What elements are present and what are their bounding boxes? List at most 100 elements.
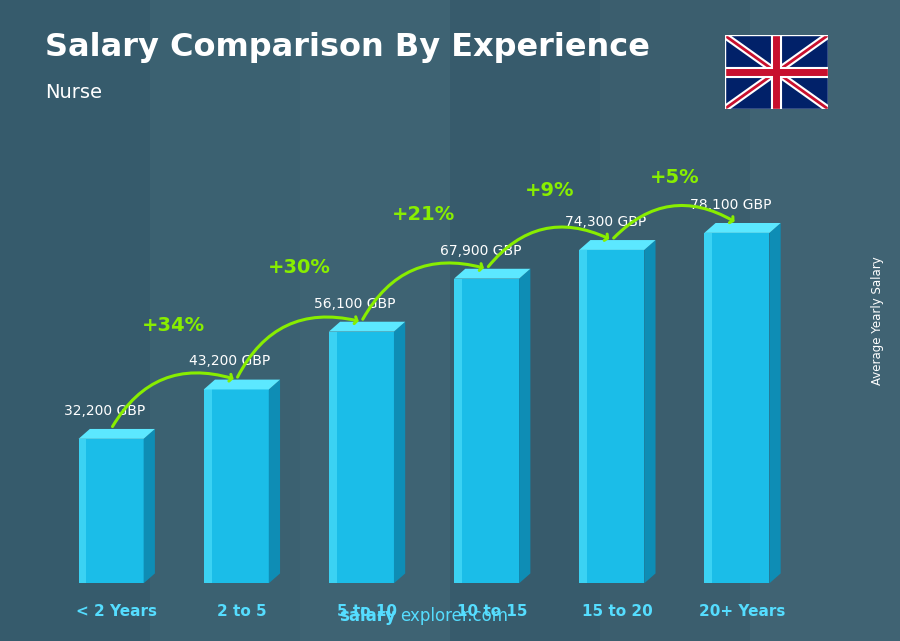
Bar bbox=[600, 250, 602, 583]
Bar bbox=[103, 439, 104, 583]
Bar bbox=[203, 390, 269, 583]
Bar bbox=[706, 233, 707, 583]
Bar bbox=[641, 250, 643, 583]
Bar bbox=[328, 331, 394, 583]
Text: < 2 Years: < 2 Years bbox=[76, 604, 158, 619]
Bar bbox=[205, 390, 207, 583]
Bar bbox=[373, 331, 374, 583]
Bar bbox=[371, 331, 373, 583]
Bar bbox=[483, 279, 485, 583]
Bar bbox=[594, 250, 596, 583]
Bar bbox=[760, 233, 761, 583]
Bar bbox=[245, 390, 246, 583]
Bar bbox=[264, 390, 266, 583]
Bar bbox=[508, 279, 509, 583]
Text: 5 to 10: 5 to 10 bbox=[337, 604, 397, 619]
Bar bbox=[580, 250, 644, 583]
Bar bbox=[220, 390, 221, 583]
Bar bbox=[132, 439, 134, 583]
Bar bbox=[114, 439, 116, 583]
Bar bbox=[230, 390, 231, 583]
Bar bbox=[212, 390, 213, 583]
Bar bbox=[221, 390, 223, 583]
Bar bbox=[582, 250, 584, 583]
Bar bbox=[597, 250, 598, 583]
Text: 78,100 GBP: 78,100 GBP bbox=[690, 198, 771, 212]
Bar bbox=[328, 331, 330, 583]
Bar bbox=[338, 331, 340, 583]
Bar bbox=[716, 233, 717, 583]
Polygon shape bbox=[454, 269, 530, 279]
Polygon shape bbox=[644, 240, 655, 583]
Bar bbox=[731, 233, 732, 583]
Bar bbox=[580, 250, 582, 583]
Text: 74,300 GBP: 74,300 GBP bbox=[565, 215, 646, 229]
Bar bbox=[471, 279, 472, 583]
Bar bbox=[334, 331, 336, 583]
Bar bbox=[142, 439, 144, 583]
Bar bbox=[241, 390, 243, 583]
Bar bbox=[465, 279, 467, 583]
Bar bbox=[634, 250, 636, 583]
Text: +34%: +34% bbox=[142, 316, 205, 335]
Bar bbox=[735, 233, 737, 583]
Bar bbox=[584, 250, 586, 583]
Bar bbox=[261, 390, 262, 583]
Bar bbox=[328, 331, 337, 583]
Bar bbox=[761, 233, 763, 583]
Bar bbox=[491, 279, 493, 583]
Bar bbox=[618, 250, 620, 583]
Bar bbox=[623, 250, 625, 583]
Bar bbox=[355, 331, 356, 583]
Bar bbox=[118, 439, 119, 583]
Bar bbox=[376, 331, 378, 583]
Bar bbox=[364, 331, 366, 583]
Bar bbox=[454, 279, 455, 583]
Bar bbox=[100, 439, 102, 583]
Bar bbox=[110, 439, 111, 583]
Bar bbox=[389, 331, 391, 583]
Bar bbox=[267, 390, 269, 583]
Bar bbox=[219, 390, 220, 583]
Bar bbox=[626, 250, 628, 583]
Bar bbox=[348, 331, 350, 583]
Bar bbox=[758, 233, 760, 583]
Bar bbox=[590, 250, 592, 583]
Bar bbox=[638, 250, 639, 583]
Bar bbox=[732, 233, 733, 583]
Bar bbox=[346, 331, 348, 583]
Bar bbox=[382, 331, 384, 583]
Bar bbox=[740, 233, 742, 583]
Bar bbox=[381, 331, 382, 583]
Bar bbox=[496, 279, 498, 583]
Bar bbox=[745, 233, 747, 583]
Bar bbox=[126, 439, 128, 583]
Bar bbox=[207, 390, 209, 583]
Text: explorer.com: explorer.com bbox=[400, 607, 508, 625]
Polygon shape bbox=[580, 240, 655, 250]
Bar bbox=[330, 331, 332, 583]
Bar bbox=[485, 279, 487, 583]
Bar bbox=[213, 390, 215, 583]
Bar bbox=[78, 439, 86, 583]
Text: salary: salary bbox=[339, 607, 396, 625]
Bar bbox=[248, 390, 249, 583]
Bar bbox=[140, 439, 142, 583]
Bar bbox=[215, 390, 217, 583]
Bar bbox=[239, 390, 241, 583]
Bar bbox=[500, 279, 501, 583]
Bar bbox=[90, 439, 92, 583]
Bar bbox=[596, 250, 597, 583]
Bar bbox=[203, 390, 205, 583]
Bar bbox=[251, 390, 253, 583]
Bar bbox=[588, 250, 589, 583]
Text: 56,100 GBP: 56,100 GBP bbox=[314, 297, 396, 310]
Bar bbox=[604, 250, 605, 583]
Bar bbox=[610, 250, 612, 583]
Bar bbox=[139, 439, 140, 583]
Bar bbox=[633, 250, 634, 583]
Bar bbox=[509, 279, 511, 583]
Bar bbox=[479, 279, 480, 583]
Bar bbox=[615, 250, 616, 583]
Bar bbox=[501, 279, 503, 583]
